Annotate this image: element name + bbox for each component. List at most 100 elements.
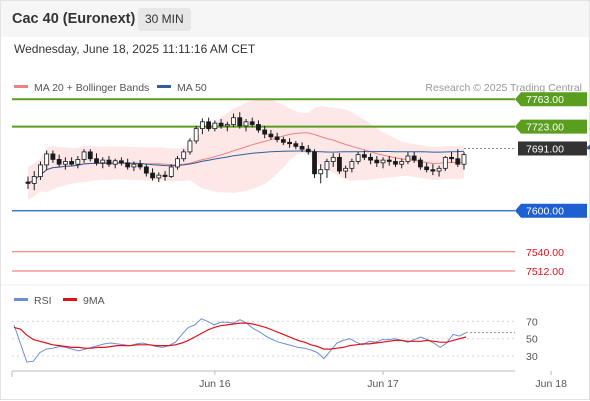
legend-swatch-1 [157, 85, 171, 88]
candle-body-41 [280, 139, 286, 143]
resistance-label-0: 7763.00 [526, 94, 564, 106]
support-label-3: 7600.00 [526, 206, 564, 218]
candle-body-40 [274, 136, 280, 140]
candle-body-44 [299, 146, 305, 150]
candle-body-7 [69, 161, 74, 165]
candle-body-24 [175, 158, 180, 168]
candle-body-62 [411, 155, 417, 161]
candle-body-60 [399, 161, 405, 165]
candle-body-15 [119, 160, 124, 164]
candle-body-61 [405, 155, 411, 162]
candle-body-31 [218, 122, 224, 127]
rsi-legend-label-0: RSI [34, 295, 52, 307]
candle-body-38 [262, 129, 268, 135]
instrument-title: Cac 40 (Euronext) [12, 11, 136, 27]
rsi-legend-swatch-1 [63, 298, 77, 301]
candle-body-18 [137, 163, 143, 168]
candle-body-37 [256, 124, 261, 131]
rsi-tick-1: 50 [526, 334, 538, 346]
bollinger-band [28, 99, 464, 200]
candle-body-39 [268, 133, 274, 138]
candle-body-19 [143, 166, 149, 174]
candle-body-51 [343, 167, 349, 172]
candle-body-27 [193, 128, 199, 142]
current-price-badge [518, 141, 587, 156]
candle-body-1 [31, 176, 37, 184]
candle-body-32 [224, 124, 230, 127]
candle-body-34 [237, 117, 243, 127]
candle-body-22 [162, 174, 168, 177]
legend-swatch-0 [14, 85, 28, 88]
candle-body-33 [231, 117, 236, 125]
candle-body-8 [75, 159, 81, 165]
candle-body-53 [355, 154, 361, 162]
candle-body-57 [380, 159, 386, 164]
rsi-legend-label-1: 9MA [83, 295, 105, 307]
candle-body-12 [100, 159, 106, 164]
candle-body-17 [131, 163, 137, 168]
candle-body-59 [393, 161, 398, 165]
candle-body-16 [125, 162, 131, 168]
x-label-1: Jun 17 [367, 378, 399, 390]
support-badge-3 [515, 203, 587, 218]
resistance-badge-1 [515, 119, 587, 134]
candle-body-13 [106, 159, 112, 165]
rsi-tick-2: 30 [526, 351, 538, 363]
ma50-line [27, 150, 465, 184]
resistance-label-1: 7723.00 [526, 122, 564, 134]
candle-body-35 [243, 121, 249, 127]
candle-body-0 [25, 181, 31, 184]
candle-body-70 [461, 154, 467, 165]
candle-body-4 [50, 153, 56, 160]
rsi-ma-line [13, 322, 467, 350]
candle-body-36 [249, 121, 255, 125]
candle-body-65 [430, 169, 436, 172]
candle-body-55 [368, 156, 373, 161]
candle-body-23 [168, 166, 174, 177]
candle-body-42 [287, 141, 293, 145]
legend-label-0: MA 20 + Bollinger Bands [34, 82, 149, 94]
candle-body-3 [44, 153, 50, 166]
candle-body-67 [442, 156, 448, 169]
candle-body-68 [449, 156, 454, 160]
chart-credit: Research © 2025 Trading Central [425, 82, 582, 94]
candle-body-47 [318, 169, 324, 175]
legend-label-1: MA 50 [177, 82, 207, 94]
resistance-badge-0 [515, 92, 587, 107]
candle-body-52 [349, 161, 355, 169]
candle-body-28 [199, 121, 205, 130]
candle-body-46 [312, 151, 317, 175]
candle-body-66 [436, 167, 442, 172]
x-label-0: Jun 16 [199, 378, 231, 390]
candle-body-5 [56, 159, 62, 165]
candle-body-69 [455, 158, 461, 165]
interval-selector[interactable]: 30 MIN [138, 8, 191, 31]
candle-body-20 [150, 172, 155, 179]
candle-body-25 [181, 151, 187, 160]
candle-body-58 [386, 159, 392, 162]
candle-body-50 [337, 156, 342, 172]
rsi-tick-0: 70 [526, 316, 538, 328]
chart-timestamp: Wednesday, June 18, 2025 11:11:16 AM CET [14, 42, 256, 56]
candle-body-2 [38, 164, 43, 177]
candle-body-43 [293, 143, 299, 147]
target-label-4: 7540.00 [526, 247, 564, 259]
candle-body-49 [330, 156, 336, 162]
candle-body-9 [81, 151, 87, 160]
candle-body-64 [424, 166, 430, 171]
current-price-label: 7691.00 [526, 143, 564, 155]
candle-body-29 [206, 121, 212, 130]
candle-body-21 [156, 174, 162, 179]
candle-body-30 [212, 122, 218, 130]
candle-body-56 [374, 159, 380, 164]
candle-body-54 [361, 154, 367, 158]
candle-body-6 [62, 161, 68, 165]
candle-body-45 [305, 148, 311, 153]
x-label-2: Jun 18 [535, 378, 567, 390]
candle-body-63 [417, 159, 423, 168]
target-label-5: 7512.00 [526, 266, 564, 278]
rsi-legend-swatch-0 [14, 298, 28, 301]
candle-body-48 [324, 161, 330, 171]
candle-body-14 [112, 160, 118, 165]
